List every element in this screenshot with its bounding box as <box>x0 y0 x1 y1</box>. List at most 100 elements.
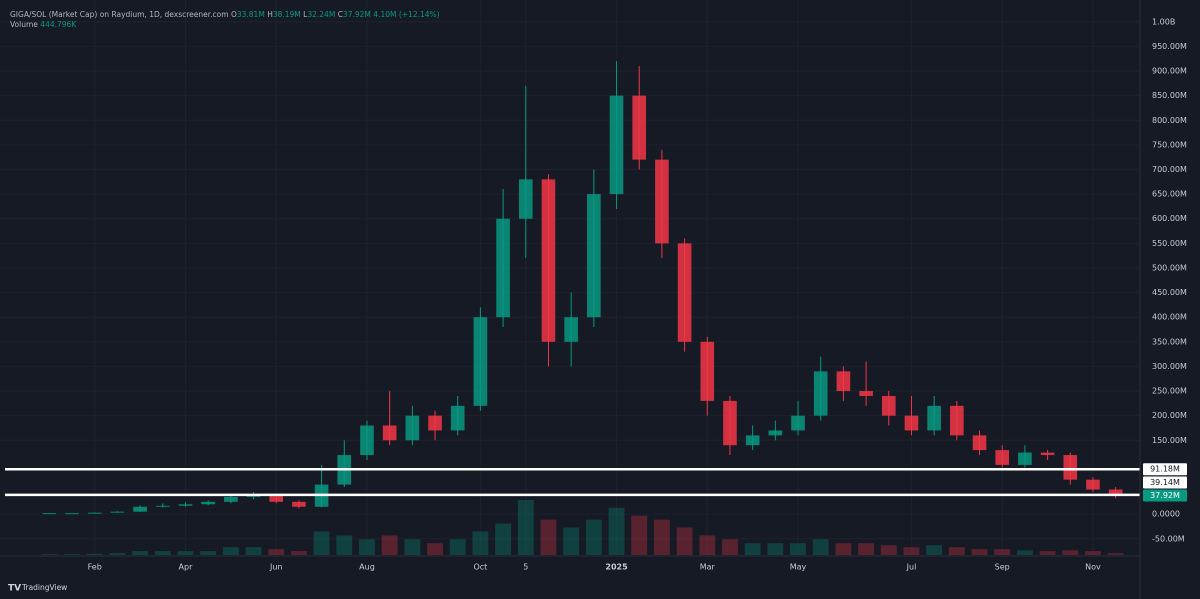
candle-body <box>564 317 578 342</box>
y-tick-label: 850.00M <box>1152 91 1187 100</box>
volume-bar <box>290 551 307 555</box>
candle-body <box>224 496 238 502</box>
y-tick-label: 0.0000 <box>1152 510 1180 519</box>
y-tick-label: 800.00M <box>1152 116 1187 125</box>
y-tick-label: 950.00M <box>1152 42 1187 51</box>
y-tick-label: 200.00M <box>1152 411 1187 420</box>
candle-body <box>405 415 420 441</box>
volume-bar <box>200 551 217 555</box>
volume-bar <box>608 507 625 555</box>
x-tick-label: 2025 <box>605 563 628 572</box>
candle-body <box>428 415 442 431</box>
y-tick-label: 1.00B <box>1152 17 1175 26</box>
legend-key: O <box>231 10 237 19</box>
y-tick-label: 150.00M <box>1152 436 1187 445</box>
y-tick-label: 400.00M <box>1152 313 1187 322</box>
volume-bar <box>1062 550 1079 555</box>
volume-bar <box>699 535 716 555</box>
y-tick-label: 700.00M <box>1152 165 1187 174</box>
volume-bar <box>585 519 602 555</box>
volume-bar <box>336 535 353 555</box>
legend-text: 32.24M <box>307 10 335 19</box>
candle-body <box>133 506 147 512</box>
volume-bar <box>495 523 512 555</box>
x-tick-label: Aug <box>359 563 375 572</box>
volume-bar <box>903 547 920 555</box>
volume-bar <box>132 551 149 555</box>
y-tick-label: 750.00M <box>1152 140 1187 149</box>
volume-bar <box>359 539 375 555</box>
candle-body <box>859 391 873 396</box>
legend-text: 33.81M <box>237 10 265 19</box>
candle-body <box>609 95 624 195</box>
candle-body <box>155 505 170 507</box>
candle-body <box>65 513 79 515</box>
volume-bar <box>858 543 875 555</box>
volume-bar <box>1039 551 1056 555</box>
candle-body <box>1086 479 1100 490</box>
volume-bar <box>154 551 171 555</box>
y-tick-label: 350.00M <box>1152 337 1187 346</box>
volume-line: Volume 444.796K <box>10 20 77 29</box>
candle-body <box>360 425 374 456</box>
volume-bar <box>245 547 262 555</box>
y-tick-label: 250.00M <box>1152 387 1187 396</box>
volume-bar <box>631 515 648 555</box>
volume-bar <box>41 554 58 555</box>
legend-key: H <box>267 10 273 19</box>
volume-bar <box>222 547 239 555</box>
x-tick-label: Nov <box>1085 563 1101 572</box>
candle-body <box>201 501 215 505</box>
logo-mark: 𝗧𝗩 <box>8 584 21 594</box>
candle-body <box>813 371 828 416</box>
volume-bar <box>381 535 398 555</box>
candle-body <box>995 450 1010 465</box>
volume-bar <box>427 543 443 555</box>
candle-body <box>972 435 987 451</box>
volume-bar <box>994 549 1011 555</box>
candle-body <box>768 430 783 436</box>
candle-body <box>518 179 533 219</box>
y-tick-label: -50.00M <box>1152 534 1185 543</box>
volume-bar <box>790 543 806 555</box>
x-tick-label: Mar <box>700 563 716 572</box>
candle-body <box>496 218 510 318</box>
volume-bar <box>1085 551 1101 555</box>
volume-bar <box>268 549 285 555</box>
candle-body <box>881 395 896 416</box>
volume-bar <box>449 539 466 555</box>
candle-body <box>950 405 964 436</box>
candle-body <box>473 317 488 406</box>
candle-body <box>632 95 647 160</box>
x-tick-label: Oct <box>473 563 487 572</box>
candle-body <box>904 415 919 431</box>
candle-body <box>87 512 102 514</box>
legend-key: L <box>303 10 308 19</box>
y-tick-label: 550.00M <box>1152 239 1187 248</box>
candle-body <box>836 371 851 392</box>
x-tick-label: Sep <box>995 563 1010 572</box>
candle-body <box>1108 489 1123 496</box>
volume-bar <box>404 539 421 555</box>
x-tick-label: Feb <box>88 563 102 572</box>
volume-bar <box>948 547 965 555</box>
candle-body <box>655 159 669 244</box>
brand: TradingView <box>21 583 67 592</box>
volume-bar <box>540 519 557 555</box>
candle-body <box>382 425 397 441</box>
candle-body <box>110 511 125 513</box>
volume-bar <box>1107 553 1124 555</box>
volume-bar <box>313 531 330 555</box>
volume-bar <box>517 500 534 555</box>
candle-body <box>292 501 306 507</box>
price-label-box <box>1143 476 1187 489</box>
volume-bar <box>472 531 489 555</box>
legend-line: GIGA/SOL (Market Cap) on Raydium, 1D, de… <box>10 10 440 19</box>
candle-body <box>269 495 284 502</box>
x-tick-label: May <box>790 563 807 572</box>
candle-body <box>723 400 737 446</box>
last-price-box <box>1143 489 1187 502</box>
legend-text: 4.10M (+12.14%) <box>373 10 439 19</box>
last-price-label: 37.92M <box>1150 491 1180 500</box>
